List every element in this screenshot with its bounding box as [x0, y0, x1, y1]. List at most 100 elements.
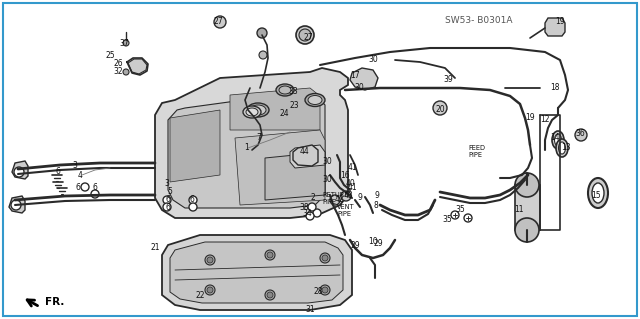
Text: 29: 29 — [350, 241, 360, 249]
Ellipse shape — [247, 103, 269, 117]
Ellipse shape — [276, 84, 294, 96]
Text: RETURN
PIPE: RETURN PIPE — [322, 192, 349, 205]
Text: 5: 5 — [168, 188, 172, 197]
Ellipse shape — [588, 178, 608, 208]
Polygon shape — [128, 59, 147, 74]
Circle shape — [313, 209, 321, 217]
Text: 41: 41 — [347, 183, 357, 192]
Text: 2: 2 — [310, 194, 316, 203]
Text: 31: 31 — [305, 306, 315, 315]
Text: 38: 38 — [299, 203, 309, 211]
Text: 36: 36 — [575, 129, 585, 137]
Circle shape — [575, 129, 587, 141]
Text: 22: 22 — [195, 291, 205, 300]
Text: 35: 35 — [455, 205, 465, 214]
Text: VENT
PIPE: VENT PIPE — [337, 204, 355, 217]
Ellipse shape — [243, 106, 261, 118]
Polygon shape — [12, 161, 28, 179]
Ellipse shape — [559, 142, 566, 154]
Circle shape — [163, 203, 171, 211]
Text: 6: 6 — [189, 196, 195, 204]
Ellipse shape — [279, 86, 291, 94]
Text: 11: 11 — [515, 205, 524, 214]
Text: 6: 6 — [166, 196, 170, 204]
Text: 13: 13 — [561, 144, 571, 152]
Text: 8: 8 — [374, 201, 378, 210]
Text: 27: 27 — [303, 33, 313, 42]
Polygon shape — [170, 242, 343, 303]
Text: SW53- B0301A: SW53- B0301A — [445, 16, 512, 25]
Circle shape — [341, 191, 351, 201]
Circle shape — [163, 196, 171, 204]
Circle shape — [265, 290, 275, 300]
Text: 4: 4 — [77, 170, 83, 180]
Text: 17: 17 — [350, 70, 360, 79]
Polygon shape — [162, 235, 352, 310]
Text: 28: 28 — [313, 287, 323, 296]
Circle shape — [267, 292, 273, 298]
Ellipse shape — [308, 95, 322, 105]
Ellipse shape — [250, 105, 266, 115]
Ellipse shape — [305, 93, 325, 107]
Circle shape — [306, 212, 314, 220]
Circle shape — [189, 203, 197, 211]
Text: 25: 25 — [105, 50, 115, 60]
Ellipse shape — [554, 134, 561, 146]
Text: 26: 26 — [113, 58, 123, 68]
Text: 44: 44 — [299, 147, 309, 157]
Circle shape — [308, 203, 316, 211]
Text: 42: 42 — [334, 196, 344, 204]
Text: 6: 6 — [93, 182, 97, 191]
Text: 23: 23 — [289, 100, 299, 109]
Text: FEED
PIPE: FEED PIPE — [468, 145, 485, 158]
Polygon shape — [155, 68, 348, 218]
Text: 32: 32 — [113, 68, 123, 77]
Text: 3: 3 — [164, 179, 170, 188]
Text: 12: 12 — [540, 115, 550, 124]
Circle shape — [14, 167, 24, 177]
Text: 9: 9 — [358, 194, 362, 203]
Text: 7: 7 — [257, 133, 261, 143]
Text: 29: 29 — [373, 239, 383, 248]
Text: 18: 18 — [550, 83, 560, 92]
Text: 34: 34 — [302, 209, 312, 218]
Text: 27: 27 — [213, 18, 223, 26]
Polygon shape — [9, 196, 25, 213]
Polygon shape — [545, 18, 565, 36]
Text: 43: 43 — [344, 191, 354, 201]
Circle shape — [267, 252, 273, 258]
Circle shape — [330, 195, 340, 205]
Text: 6: 6 — [166, 203, 170, 211]
Circle shape — [257, 28, 267, 38]
Text: FR.: FR. — [45, 297, 65, 307]
Circle shape — [81, 183, 89, 191]
Circle shape — [451, 211, 459, 219]
Circle shape — [259, 51, 267, 59]
Text: 3: 3 — [72, 160, 77, 169]
Text: 40: 40 — [346, 179, 356, 188]
Text: 6: 6 — [56, 167, 60, 176]
Circle shape — [433, 101, 447, 115]
Text: 39: 39 — [443, 76, 453, 85]
Text: 37: 37 — [119, 39, 129, 48]
Circle shape — [515, 173, 539, 197]
Circle shape — [265, 250, 275, 260]
Circle shape — [322, 255, 328, 261]
Circle shape — [205, 255, 215, 265]
Circle shape — [123, 69, 129, 75]
Polygon shape — [170, 110, 220, 182]
Circle shape — [207, 257, 213, 263]
Text: 1: 1 — [244, 144, 250, 152]
Circle shape — [296, 26, 314, 44]
Text: 15: 15 — [591, 191, 601, 201]
Text: 16: 16 — [340, 170, 350, 180]
Polygon shape — [290, 145, 325, 168]
Text: 30: 30 — [322, 158, 332, 167]
Circle shape — [320, 285, 330, 295]
Text: 9: 9 — [374, 190, 380, 199]
Text: 6: 6 — [76, 182, 81, 191]
Text: 41: 41 — [347, 164, 357, 173]
Text: 14: 14 — [550, 133, 560, 143]
Circle shape — [123, 40, 129, 46]
Text: 35: 35 — [442, 216, 452, 225]
